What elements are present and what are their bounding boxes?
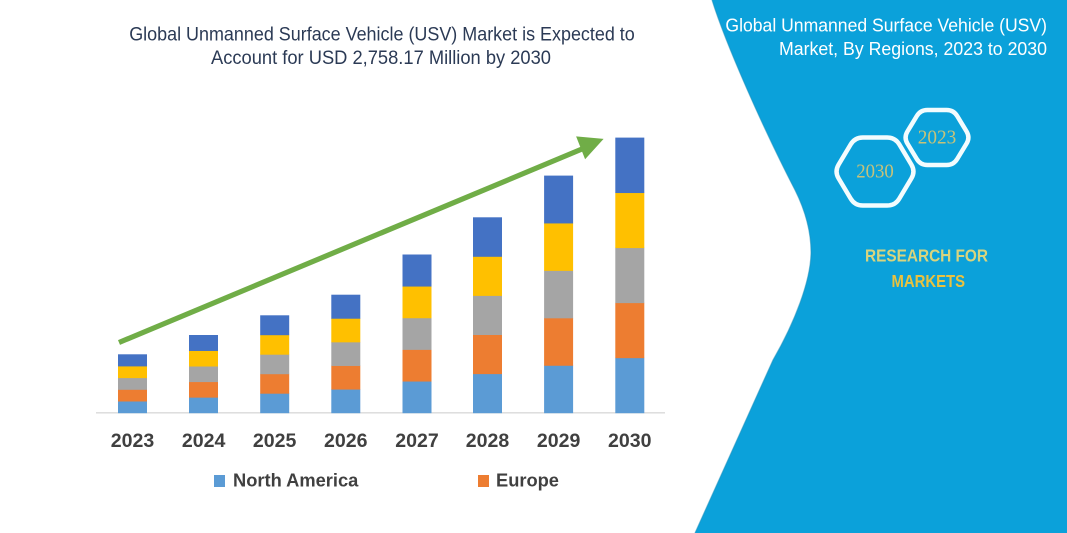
svg-text:Europe: Europe (496, 470, 559, 491)
svg-text:2026: 2026 (324, 431, 368, 452)
svg-text:2025: 2025 (253, 431, 297, 452)
svg-text:2023: 2023 (111, 431, 155, 452)
svg-text:Global Unmanned Surface Vehicl: Global Unmanned Surface Vehicle (USV) (725, 14, 1047, 35)
svg-text:RESEARCH FOR: RESEARCH FOR (865, 246, 988, 266)
svg-text:2027: 2027 (395, 431, 439, 452)
svg-text:Account for USD 2,758.17 Milli: Account for USD 2,758.17 Million by 2030 (211, 48, 551, 69)
svg-text:Global Unmanned Surface Vehicl: Global Unmanned Surface Vehicle (USV) Ma… (129, 24, 635, 45)
svg-text:2030: 2030 (856, 161, 894, 183)
svg-text:2029: 2029 (537, 431, 581, 452)
svg-text:2024: 2024 (182, 431, 226, 452)
svg-text:Market, By Regions, 2023 to 20: Market, By Regions, 2023 to 2030 (779, 38, 1047, 59)
svg-text:2030: 2030 (608, 431, 652, 452)
svg-text:2028: 2028 (466, 431, 510, 452)
svg-text:North America: North America (233, 470, 359, 491)
svg-text:MARKETS: MARKETS (892, 271, 966, 291)
svg-text:2023: 2023 (918, 128, 957, 149)
